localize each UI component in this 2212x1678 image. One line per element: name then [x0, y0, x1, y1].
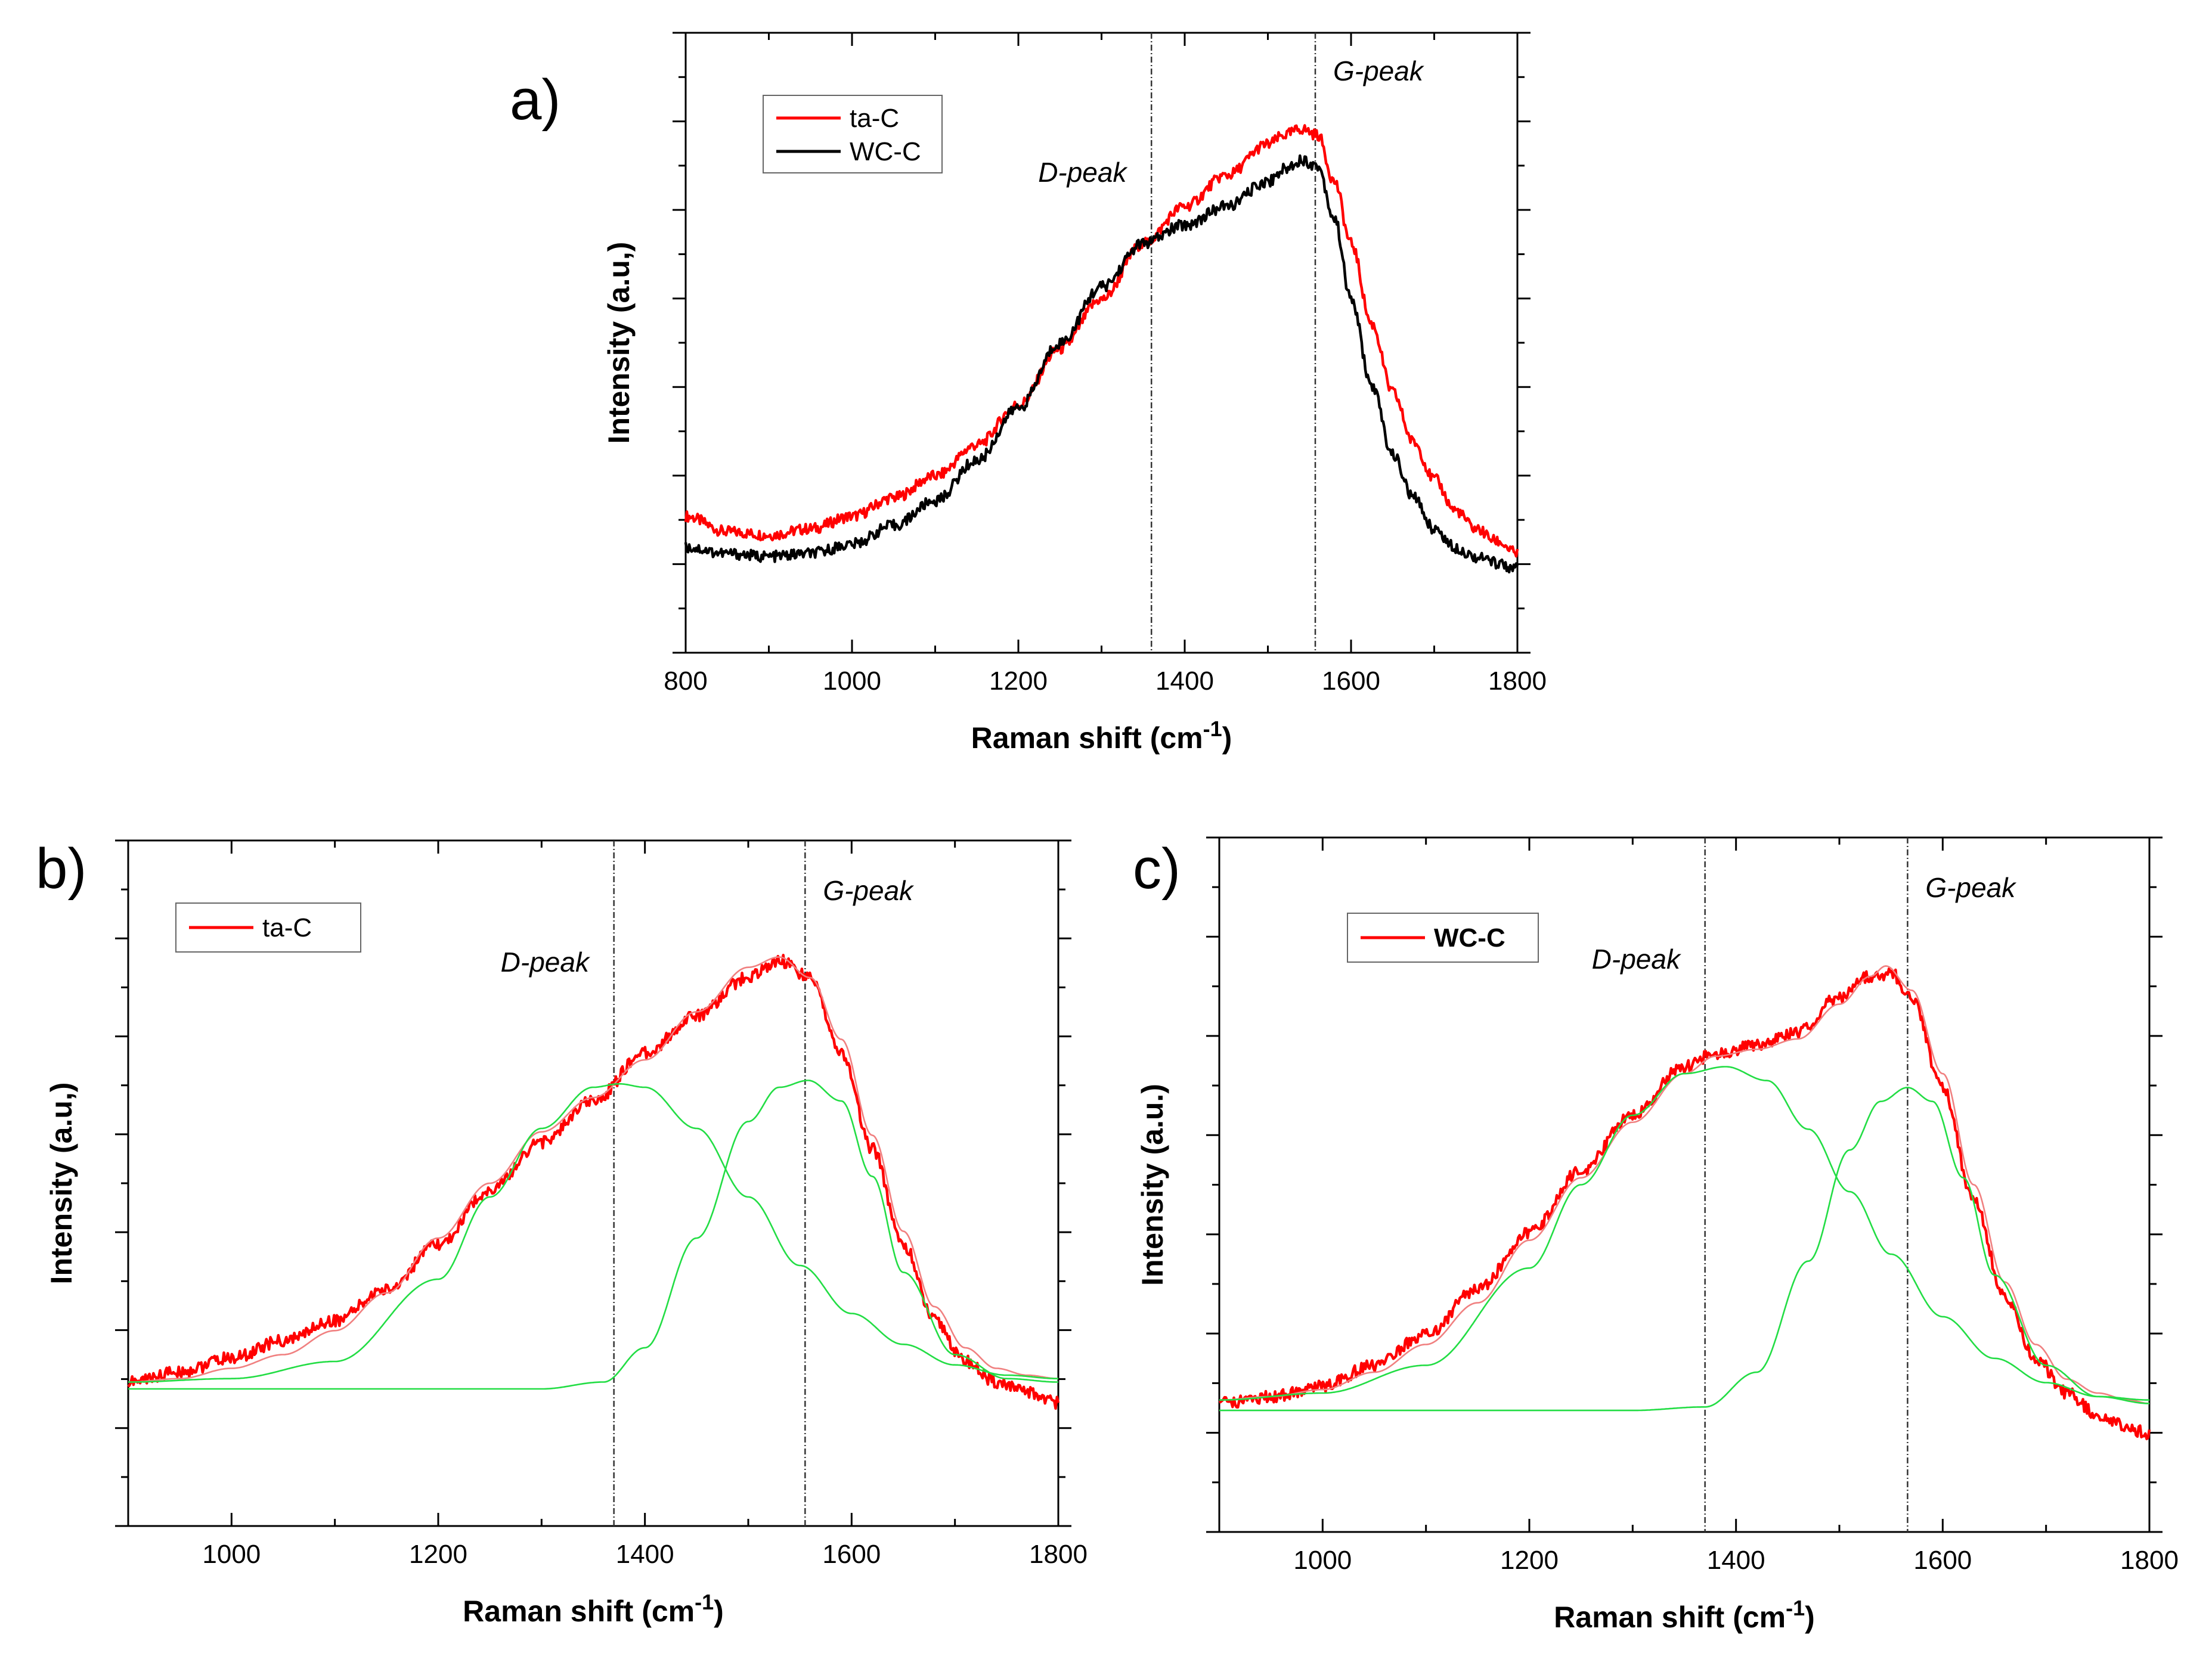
legend-label: ta-C — [262, 913, 312, 942]
x-tick-label: 1800 — [1029, 1540, 1088, 1569]
y-axis-title: Intensity (a.u,) — [602, 242, 636, 444]
peak-label: D-peak — [1038, 157, 1127, 188]
peak-label: D-peak — [501, 947, 590, 978]
component — [1219, 1087, 2149, 1412]
series-wc-c — [684, 154, 1519, 574]
x-axis-title: Raman shift (cm-1) — [463, 1590, 724, 1628]
x-axis-title: Raman shift (cm-1) — [1554, 1596, 1815, 1634]
peak-label: G-peak — [1333, 55, 1424, 86]
x-tick-label: 1600 — [1322, 666, 1380, 696]
legend-label: WC-C — [850, 137, 921, 166]
x-tick-label: 1000 — [1293, 1546, 1352, 1575]
chart-panel-3: c) 1000 1200 1400 1600 1800 Raman shift (cm-1)… — [1133, 836, 2179, 1634]
x-axis-title: Raman shift (cm-1) — [971, 717, 1232, 755]
x-tick-label: 1000 — [823, 666, 881, 696]
x-tick-label: 1200 — [1500, 1546, 1559, 1575]
x-tick-label: 1800 — [2120, 1546, 2179, 1575]
legend-box — [763, 95, 943, 173]
y-axis-title: Intensity (a.u.) — [1136, 1084, 1169, 1286]
peak-label: G-peak — [1925, 872, 2016, 903]
panel-label: c) — [1133, 837, 1181, 901]
legend-label: ta-C — [850, 104, 899, 133]
peak-label: D-peak — [1592, 944, 1681, 975]
panel-label: b) — [36, 837, 86, 901]
x-tick-label: 1200 — [409, 1540, 467, 1569]
x-tick-label: 800 — [664, 666, 707, 696]
series-ta-c — [684, 124, 1519, 558]
x-tick-label: 1400 — [1155, 666, 1214, 696]
x-tick-label: 1200 — [989, 666, 1048, 696]
chart-panel-2: b) 1000 1200 1400 1600 1800 Raman shift (cm-1)… — [36, 837, 1088, 1628]
x-tick-label: 1000 — [202, 1540, 261, 1569]
peak-label: G-peak — [823, 875, 914, 906]
x-tick-label: 1600 — [822, 1540, 881, 1569]
x-tick-label: 1600 — [1913, 1546, 1972, 1575]
component — [128, 1083, 1059, 1383]
series-wc-c — [1219, 967, 2151, 1441]
cumulative-fit — [128, 956, 1059, 1383]
y-axis-title: Intensity (a.u,) — [45, 1083, 78, 1285]
x-tick-label: 1400 — [616, 1540, 674, 1569]
component — [128, 1080, 1058, 1390]
component — [1219, 1066, 2150, 1401]
chart-panel-1: a) 800 1000 1200 1400 1600 1800 Raman shift (cm… — [510, 32, 1547, 755]
x-tick-label: 1800 — [1488, 666, 1547, 696]
x-tick-label: 1400 — [1707, 1546, 1765, 1575]
panel-label: a) — [510, 68, 560, 132]
series-ta-c — [127, 954, 1060, 1410]
legend-label: WC-C — [1434, 923, 1505, 953]
